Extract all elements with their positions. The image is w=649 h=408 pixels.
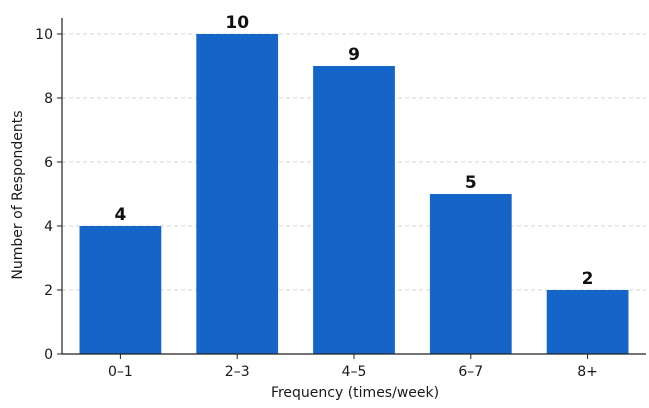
x-axis-label: Frequency (times/week) — [271, 385, 439, 401]
bar — [313, 66, 395, 354]
x-tick-label: 4–5 — [342, 364, 367, 380]
bar — [546, 290, 629, 354]
bar — [79, 226, 162, 354]
x-tick-label: 8+ — [577, 364, 598, 380]
y-tick-label: 8 — [44, 91, 53, 107]
bar-value-label: 10 — [225, 13, 249, 33]
x-tick-label: 6–7 — [458, 364, 483, 380]
x-tick-label: 2–3 — [225, 364, 250, 380]
bar-value-label: 2 — [582, 269, 594, 289]
bar — [196, 34, 279, 354]
y-tick-label: 0 — [44, 347, 53, 363]
y-tick-label: 4 — [44, 219, 53, 235]
bars — [79, 34, 629, 354]
bar-value-label: 4 — [114, 205, 126, 225]
y-tick-label: 6 — [44, 155, 53, 171]
y-tick-label: 2 — [44, 283, 53, 299]
y-tick-label: 10 — [35, 27, 53, 43]
axes: 0 2 4 6 8 10 0–1 2–3 4–5 6–7 8+ — [35, 18, 646, 380]
bar — [429, 194, 512, 354]
x-tick-label: 0–1 — [108, 364, 133, 380]
bar-value-label: 5 — [465, 173, 477, 193]
bar-value-label: 9 — [348, 45, 360, 65]
y-axis-label: Number of Respondents — [10, 110, 26, 279]
data-labels: 4 10 9 5 2 — [114, 13, 593, 289]
